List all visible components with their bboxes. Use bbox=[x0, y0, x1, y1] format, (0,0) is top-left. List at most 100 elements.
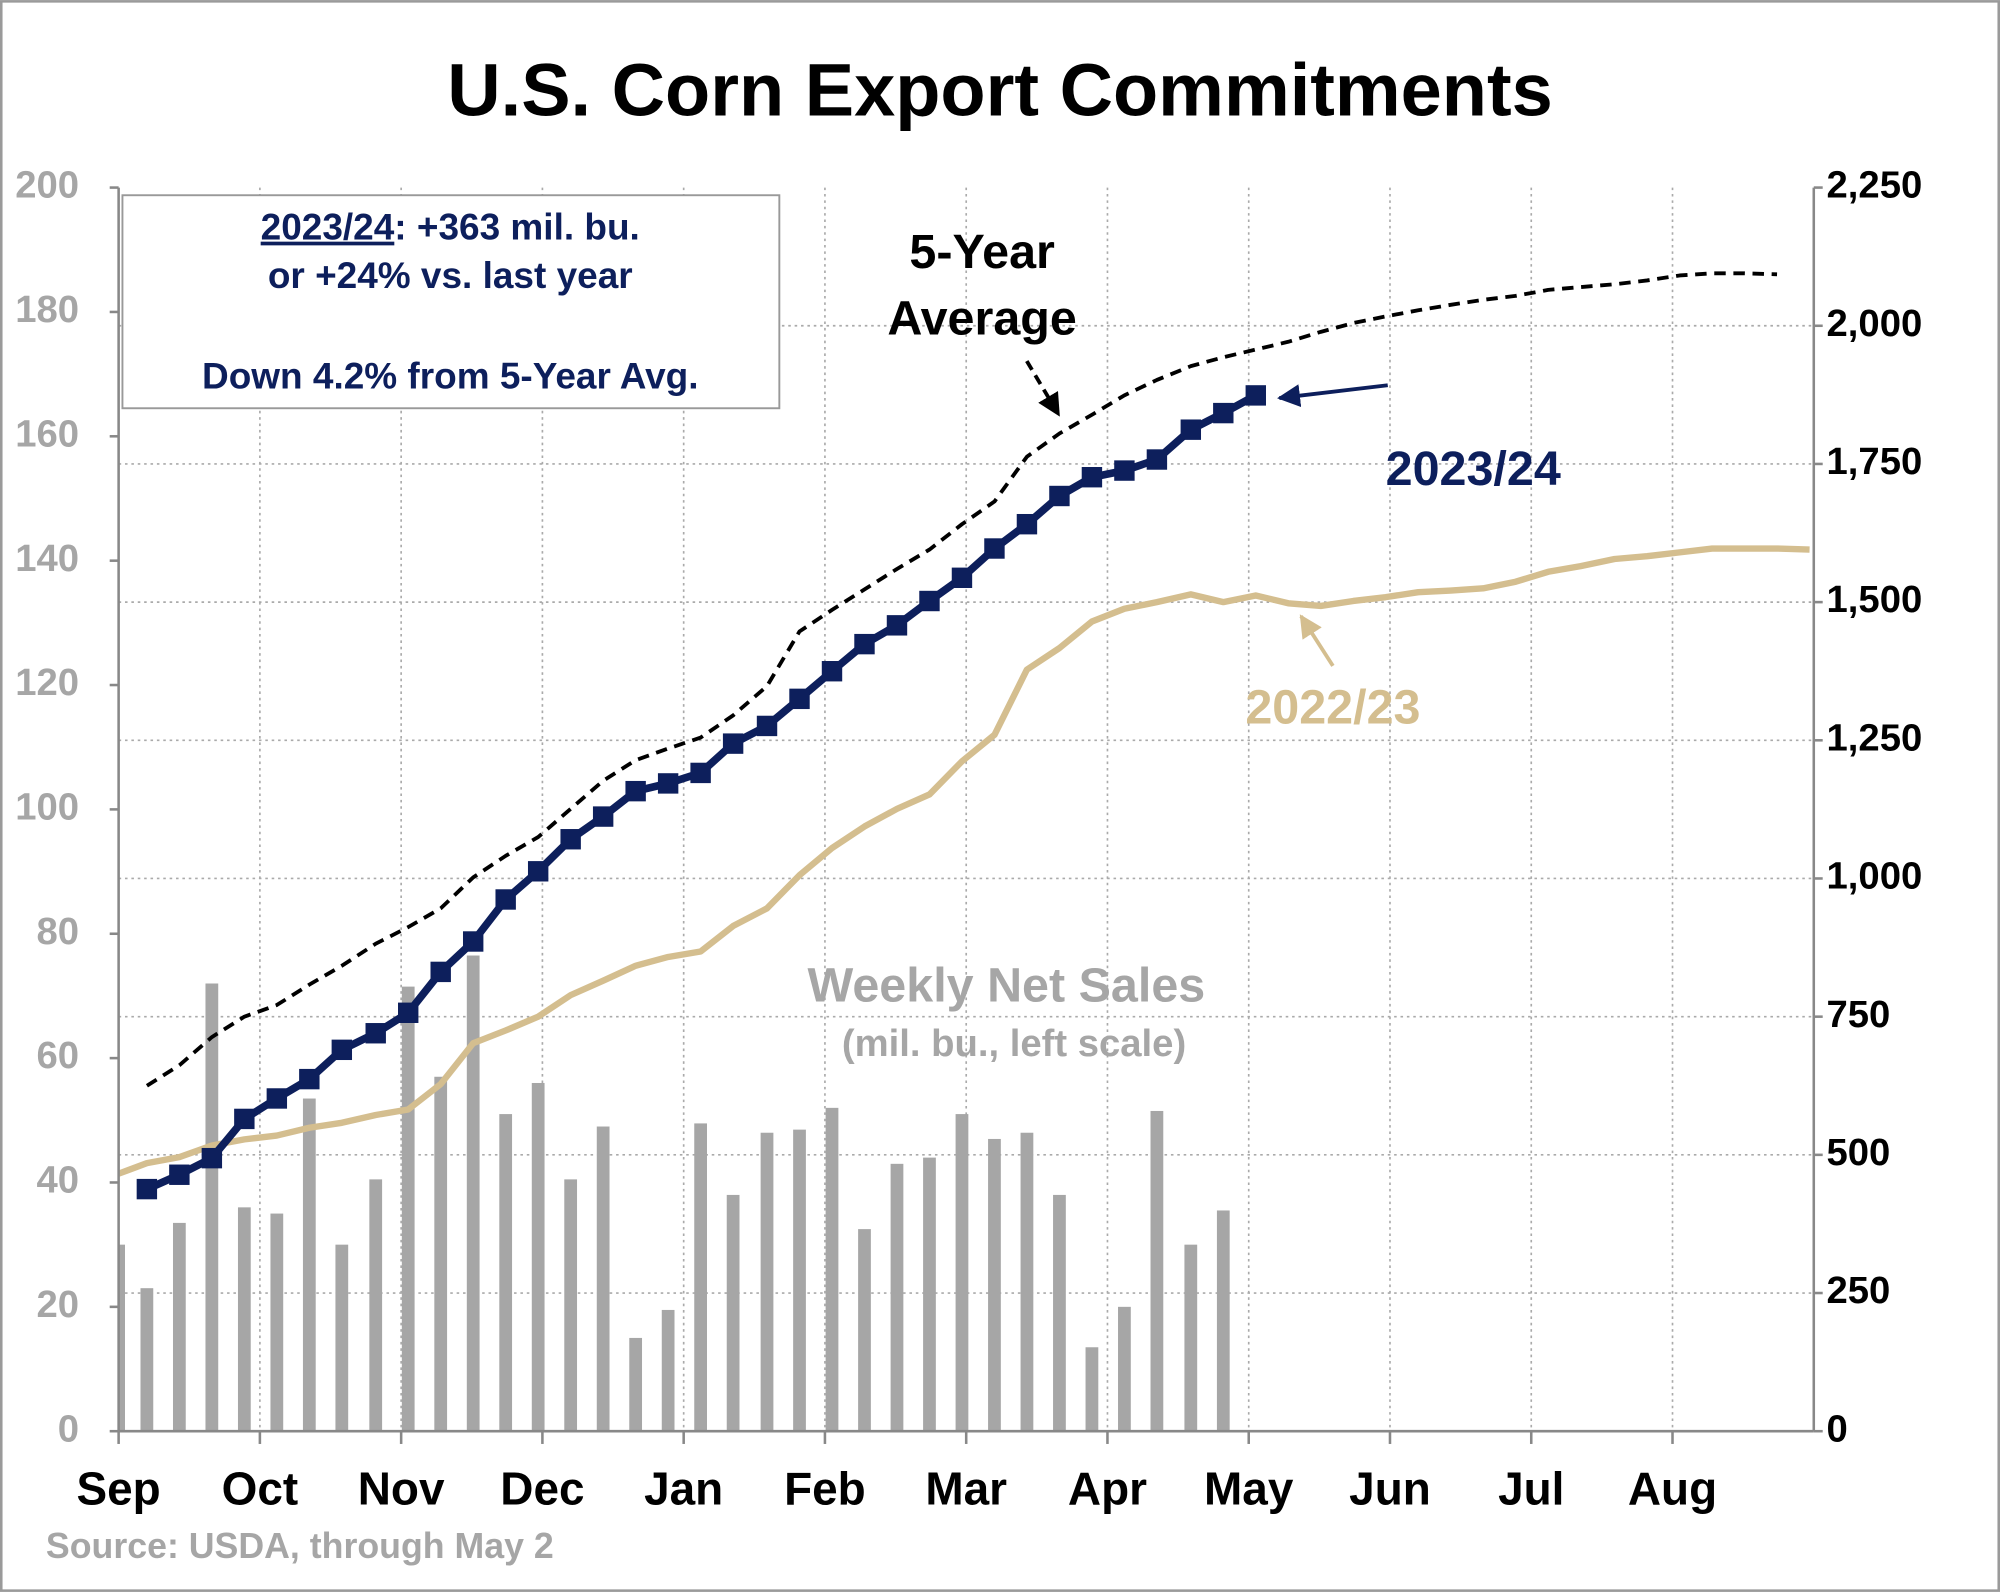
marker bbox=[1016, 513, 1038, 535]
x-tick-label: Mar bbox=[925, 1463, 1007, 1515]
y-tick-label: 80 bbox=[37, 910, 80, 953]
bar bbox=[661, 1309, 675, 1432]
y-tick-label: 120 bbox=[15, 661, 79, 704]
marker bbox=[527, 861, 549, 882]
marker bbox=[886, 615, 908, 636]
series-label: 2022/23 bbox=[1245, 680, 1420, 734]
marker bbox=[984, 538, 1005, 559]
bar bbox=[890, 1163, 904, 1432]
line bbox=[117, 545, 1810, 1177]
marker bbox=[462, 931, 484, 952]
marker bbox=[756, 715, 778, 737]
note-line: or +24% vs. last year bbox=[268, 255, 633, 296]
marker bbox=[560, 829, 581, 850]
y2-tick-label: 1,500 bbox=[1827, 578, 1923, 621]
avg-arrow bbox=[1025, 360, 1061, 417]
y-tick-label: 140 bbox=[15, 537, 79, 580]
bar bbox=[923, 1157, 936, 1432]
marker bbox=[1049, 485, 1070, 507]
marker bbox=[1081, 467, 1103, 488]
bar bbox=[1184, 1244, 1198, 1432]
y2-tick-label: 2,250 bbox=[1827, 164, 1923, 207]
x-tick-label: May bbox=[1204, 1463, 1294, 1515]
marker bbox=[657, 773, 679, 794]
x-tick-label: Jul bbox=[1498, 1463, 1564, 1515]
marker bbox=[690, 762, 711, 784]
bar bbox=[1020, 1132, 1034, 1432]
bar bbox=[825, 1107, 839, 1432]
bar bbox=[434, 1076, 448, 1432]
bar bbox=[760, 1132, 774, 1432]
marker bbox=[1213, 402, 1234, 424]
y-tick-label: 160 bbox=[15, 412, 79, 455]
note-underlined: 2023/24 bbox=[261, 206, 395, 247]
marker bbox=[592, 806, 614, 827]
bar bbox=[793, 1129, 806, 1432]
y2-tick-label: 0 bbox=[1827, 1407, 1848, 1450]
bar bbox=[1118, 1306, 1131, 1432]
x-tick-label: Feb bbox=[784, 1463, 866, 1515]
y2-tick-label: 1,250 bbox=[1827, 716, 1923, 759]
bar bbox=[466, 955, 480, 1432]
marker bbox=[331, 1039, 353, 1061]
x-tick-label: Oct bbox=[222, 1463, 299, 1515]
x-tick-label: Apr bbox=[1068, 1463, 1147, 1515]
bar bbox=[726, 1194, 740, 1432]
marker bbox=[365, 1023, 386, 1044]
marker bbox=[821, 661, 843, 682]
x-tick-label: Sep bbox=[77, 1463, 161, 1515]
marker bbox=[1114, 460, 1135, 481]
marker bbox=[789, 688, 810, 710]
series-label: 2023/24 bbox=[1386, 442, 1561, 496]
bar bbox=[564, 1179, 578, 1432]
note-text: : +363 mil. bu. bbox=[394, 206, 640, 247]
bar bbox=[237, 1207, 251, 1432]
chart-title: U.S. Corn Export Commitments bbox=[447, 48, 1553, 131]
series-arrow bbox=[1277, 383, 1388, 408]
note-line: 2023/24: +363 mil. bu. bbox=[261, 206, 640, 247]
bar bbox=[1150, 1110, 1164, 1432]
marker bbox=[625, 780, 646, 802]
bar bbox=[531, 1082, 545, 1432]
y-tick-label: 40 bbox=[37, 1159, 80, 1202]
y2-tick-label: 250 bbox=[1827, 1269, 1891, 1312]
y2-tick-label: 1,750 bbox=[1827, 440, 1923, 483]
note-box bbox=[121, 194, 781, 410]
bar bbox=[596, 1126, 610, 1432]
series-arrow bbox=[1299, 614, 1335, 667]
y-tick-label: 100 bbox=[15, 786, 79, 829]
marker bbox=[722, 733, 744, 754]
y2-tick-label: 750 bbox=[1827, 993, 1891, 1036]
marker bbox=[951, 567, 973, 589]
bar bbox=[270, 1213, 284, 1432]
x-tick-label: Aug bbox=[1628, 1463, 1717, 1515]
bar bbox=[1085, 1347, 1099, 1432]
marker bbox=[266, 1088, 288, 1109]
bar bbox=[172, 1222, 186, 1432]
x-tick-label: Jun bbox=[1349, 1463, 1431, 1515]
bar bbox=[955, 1114, 969, 1432]
bar bbox=[369, 1179, 383, 1432]
y2-tick-label: 2,000 bbox=[1827, 302, 1923, 345]
avg-label: 5-Year Average bbox=[887, 225, 1077, 346]
bar bbox=[1216, 1210, 1230, 1432]
note-line: Down 4.2% from 5-Year Avg. bbox=[202, 356, 698, 397]
y-tick-label: 0 bbox=[58, 1407, 79, 1450]
y2-tick-label: 500 bbox=[1827, 1131, 1891, 1174]
x-tick-label: Jan bbox=[644, 1463, 723, 1515]
marker bbox=[299, 1068, 320, 1090]
bar bbox=[401, 986, 415, 1432]
marker bbox=[495, 889, 516, 910]
bar bbox=[629, 1337, 643, 1432]
bar bbox=[140, 1288, 154, 1432]
bar bbox=[858, 1229, 871, 1432]
marker bbox=[136, 1178, 158, 1200]
marker bbox=[234, 1108, 255, 1130]
bar-label: Weekly Net Sales bbox=[808, 958, 1206, 1012]
x-tick-label: Nov bbox=[358, 1463, 445, 1515]
marker bbox=[919, 590, 940, 612]
bar bbox=[302, 1098, 316, 1432]
y2-tick-label: 1,000 bbox=[1827, 855, 1923, 898]
